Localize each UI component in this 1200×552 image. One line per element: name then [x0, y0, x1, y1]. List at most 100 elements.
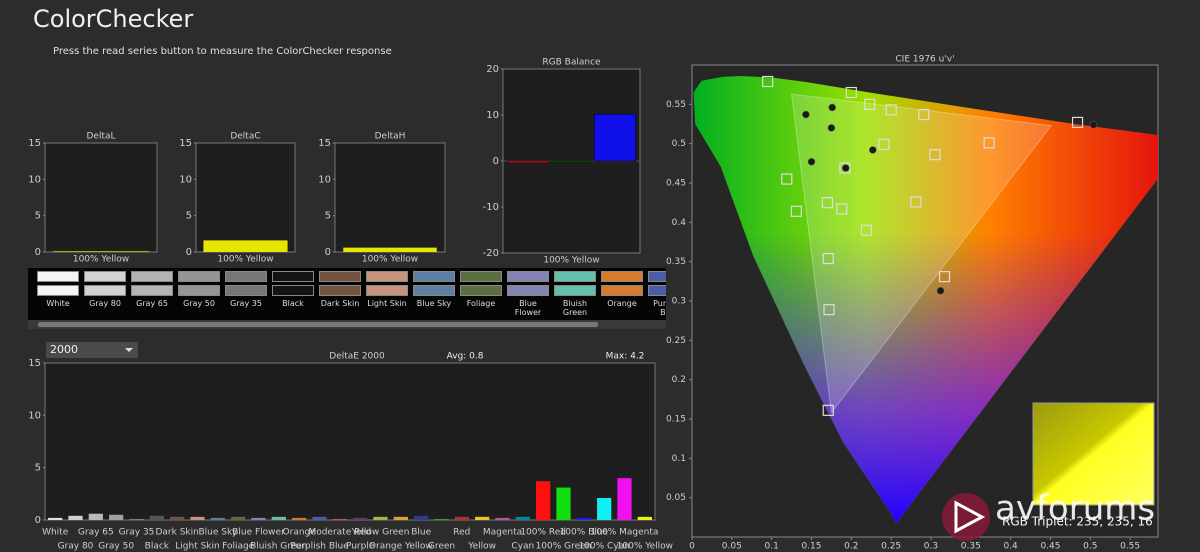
chart-title: DeltaE 2000: [329, 352, 385, 362]
target-marker: [762, 75, 774, 88]
watermark: avforums: [995, 489, 1155, 529]
swatch-label: Blue Sky: [416, 299, 452, 308]
target-marker: [918, 108, 930, 121]
swatch-color: [554, 285, 596, 296]
chart-title: CIE 1976 u'v': [895, 55, 954, 65]
swatch: Bluish Green: [554, 271, 596, 317]
swatch-label: Gray 65: [136, 299, 168, 308]
bar: [536, 481, 551, 520]
swatch: Foliage: [460, 271, 502, 308]
bar: [48, 517, 63, 520]
y-tick-label: 10: [318, 174, 331, 185]
measured-marker: [807, 158, 816, 166]
x-tick-label: 0.4: [1003, 542, 1018, 552]
swatch-color: [131, 285, 173, 296]
bar: [393, 516, 408, 520]
target-marker: [781, 173, 793, 185]
x-tick-label: White: [42, 528, 69, 538]
x-tick-label: 100% Cyan: [578, 542, 629, 552]
swatch: Blue Sky: [413, 271, 455, 308]
swatch-label: Bluish Green: [562, 299, 588, 317]
swatch-color: [84, 285, 126, 296]
swatch-color: [272, 271, 314, 282]
bar: [53, 251, 149, 252]
x-tick-label: Yellow: [467, 542, 496, 552]
swatch-strip: White Gray 80 Gray 65 Gray 50 Gray 35 Black Da…: [28, 268, 666, 320]
swatch-color: [366, 285, 408, 296]
target-marker: [836, 203, 848, 215]
x-tick-label: Yellow Green: [351, 528, 410, 538]
target-marker: [839, 162, 851, 174]
x-tick-label: 100% Red: [520, 528, 566, 538]
scrollbar[interactable]: [28, 320, 666, 329]
swatch: Gray 50: [178, 271, 220, 308]
zoom-inset: [1032, 402, 1155, 506]
x-tick-label: Orange: [283, 528, 317, 538]
delta-e-selector[interactable]: 2000: [46, 342, 138, 358]
y-tick-label: 15: [28, 138, 41, 149]
x-tick-label: Gray 65: [78, 528, 114, 538]
bar: [210, 517, 225, 520]
bar: [495, 517, 510, 520]
y-tick-label: 0.3: [672, 297, 686, 307]
x-tick-label: Cyan: [511, 542, 534, 552]
x-tick-label: 0.5: [1083, 542, 1097, 552]
bar: [312, 516, 327, 520]
swatch-color: [648, 285, 666, 296]
x-tick-label: 100% Yellow: [73, 255, 129, 265]
y-tick-label: 20: [486, 64, 499, 75]
swatch-color: [178, 285, 220, 296]
x-tick-label: Bluish Green: [250, 542, 307, 552]
swatch-color: [178, 271, 220, 282]
y-tick-label: 10: [28, 410, 41, 421]
x-tick-label: 0.25: [881, 542, 901, 552]
x-tick-label: Gray 35: [119, 528, 155, 538]
swatch: Orange: [601, 271, 643, 308]
swatch-color: [37, 271, 79, 282]
bar: [149, 515, 164, 520]
instruction: Press the read series button to measure …: [53, 46, 392, 57]
swatch-color: [460, 285, 502, 296]
target-marker: [822, 252, 834, 265]
bar: [597, 498, 612, 520]
x-tick-label: 0.15: [801, 542, 821, 552]
swatch-color: [225, 271, 267, 282]
y-tick-label: 0.25: [666, 336, 686, 346]
swatch-label: Purplish Blue: [653, 299, 666, 317]
x-tick-label: Gray 50: [98, 542, 134, 552]
measured-marker: [841, 164, 850, 172]
bar: [507, 160, 550, 164]
target-marker: [821, 197, 834, 209]
x-tick-label: 100% Yellow: [617, 542, 673, 552]
y-tick-label: 10: [28, 174, 41, 185]
bar: [373, 516, 388, 520]
x-tick-label: Black: [145, 542, 170, 552]
swatch-color: [272, 285, 314, 296]
spectral-locus-shade: [693, 76, 1158, 524]
bar: [637, 516, 652, 520]
x-tick-label: 0.2: [844, 542, 858, 552]
scroll-thumb[interactable]: [38, 322, 598, 327]
x-tick-label: 100% Green: [536, 542, 592, 552]
x-tick-label: Gray 80: [58, 542, 94, 552]
y-tick-label: -20: [483, 248, 499, 259]
x-tick-label: 100% Yellow: [543, 256, 599, 266]
watermark-logo: [942, 493, 990, 541]
x-tick-label: 0.05: [722, 542, 742, 552]
bar: [434, 518, 449, 520]
swatch-color: [648, 271, 666, 282]
swatch-color: [319, 271, 361, 282]
target-marker: [823, 304, 835, 316]
swatch: Gray 80: [84, 271, 126, 308]
swatch-label: Orange: [607, 299, 637, 308]
chart-title: DeltaL: [86, 132, 115, 142]
swatch-color: [84, 271, 126, 282]
measured-marker: [828, 103, 836, 112]
bar: [190, 516, 205, 520]
y-tick-label: 0.15: [666, 415, 686, 425]
bar: [576, 517, 591, 520]
x-tick-label: Magenta: [483, 528, 522, 538]
swatch-label: Light Skin: [367, 299, 407, 308]
y-tick-label: 0: [186, 247, 192, 258]
swatch-color: [131, 271, 173, 282]
